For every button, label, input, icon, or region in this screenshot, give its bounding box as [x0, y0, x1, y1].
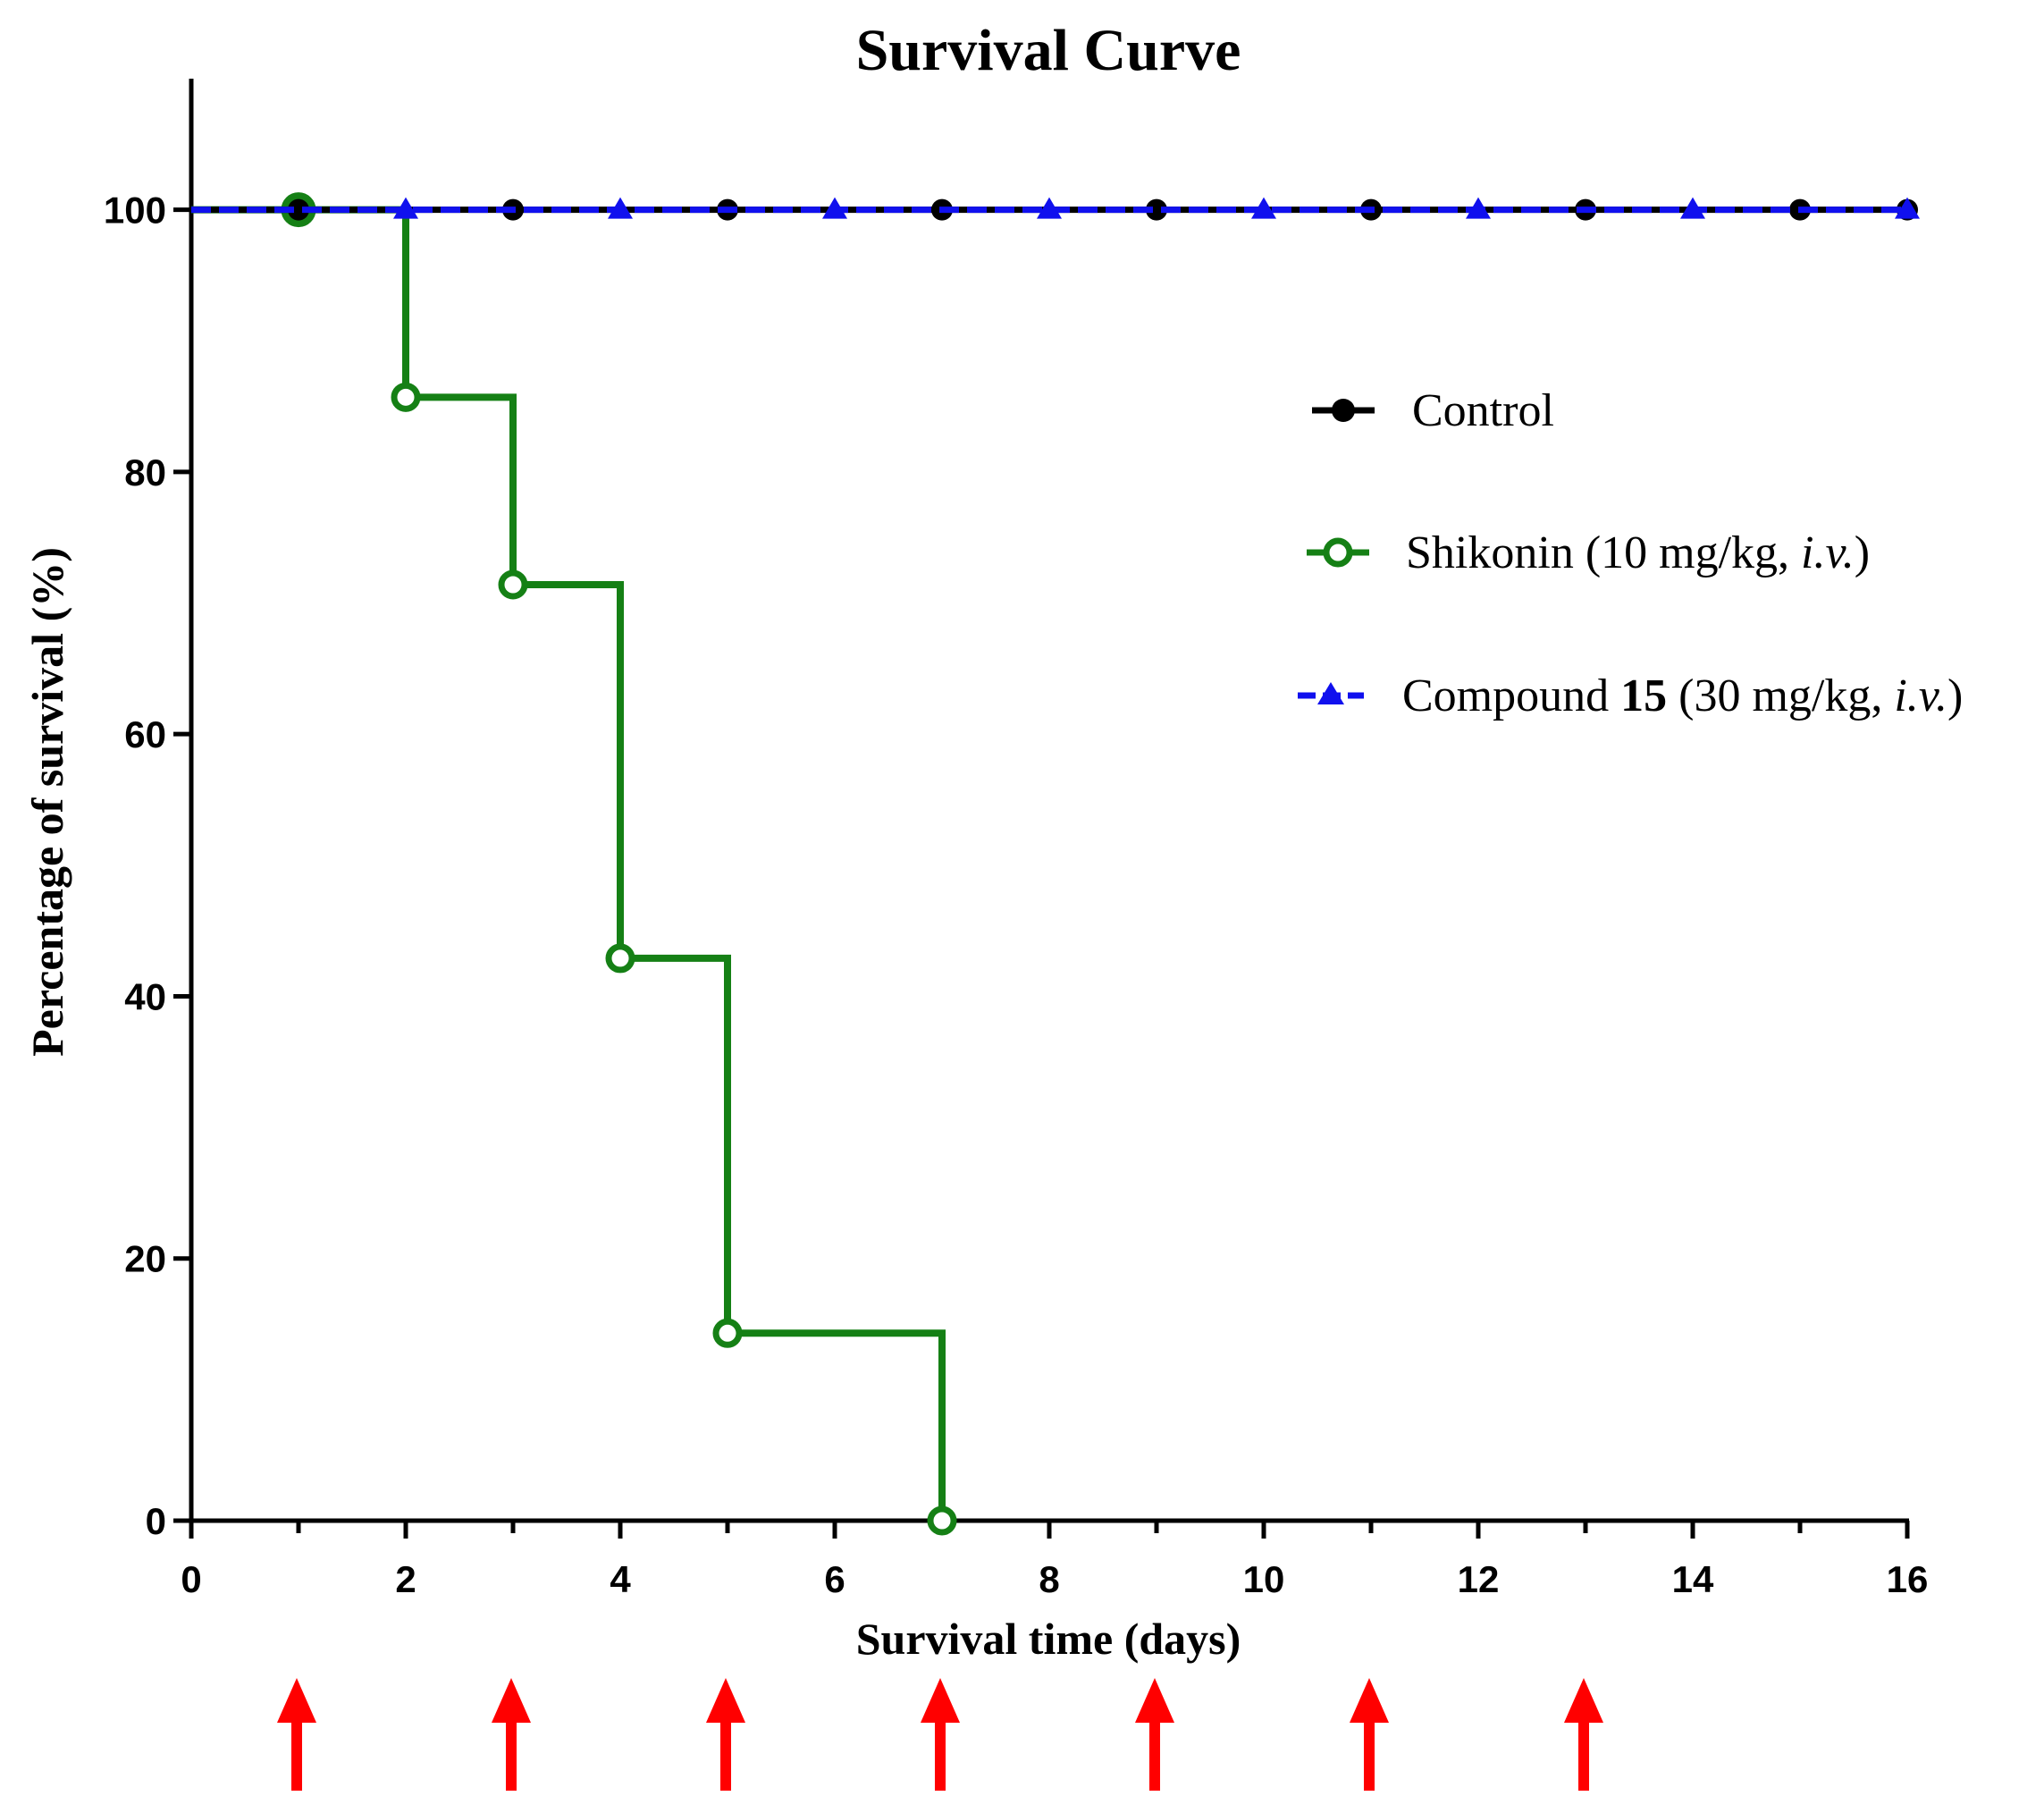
dosing-arrow-day-7: [921, 1678, 960, 1791]
legend-compound-rest: (30 mg/kg,: [1667, 670, 1894, 721]
dosing-arrow-day-13: [1564, 1678, 1603, 1791]
compound-point-day-6: [822, 197, 847, 219]
y-tick-label-0: 0: [146, 1500, 166, 1542]
shikonin-point-day-7: [927, 1505, 957, 1536]
legend-shikonin-label: Shikonin (10 mg/kg, i.v.): [1406, 527, 1870, 578]
y-tick-label-100: 100: [104, 190, 166, 232]
legend: Control Shikonin (10 mg/kg, i.v.) Compou…: [1298, 385, 1963, 721]
shikonin-point-day-3: [498, 569, 528, 600]
y-tick-label-40: 40: [124, 975, 166, 1017]
series-shikonin: [191, 192, 957, 1536]
compound-point-day-12: [1466, 197, 1491, 219]
x-tick-label-12: 12: [1458, 1558, 1500, 1600]
shikonin-point-day-2: [391, 382, 421, 412]
compound-point-day-2: [393, 197, 418, 219]
dosing-arrow-day-1: [277, 1678, 316, 1791]
dosing-arrows: [277, 1678, 1603, 1791]
shikonin-point-day-4: [605, 943, 635, 974]
series-compound: [191, 197, 1920, 219]
x-tick-label-10: 10: [1243, 1558, 1285, 1600]
y-tick-label-20: 20: [124, 1238, 166, 1280]
x-tick-label-16: 16: [1887, 1558, 1929, 1600]
legend-compound-text: Compound: [1402, 670, 1620, 721]
legend-shikonin-marker: [1323, 537, 1353, 568]
x-axis-label: Survival time (days): [856, 1614, 1241, 1664]
legend-shikonin-iv: i.v.: [1801, 527, 1855, 578]
ticks: [173, 207, 1910, 1539]
x-tick-label-4: 4: [610, 1558, 631, 1600]
legend-compound-close: ): [1947, 670, 1963, 721]
legend-compound-marker: [1317, 682, 1344, 704]
chart-title: Survival Curve: [856, 18, 1241, 83]
compound-point-day-10: [1251, 197, 1276, 219]
dosing-arrow-day-5: [706, 1678, 745, 1791]
legend-item-compound: Compound 15 (30 mg/kg, i.v.): [1298, 670, 1963, 721]
shikonin-line: [191, 206, 946, 1521]
axes: [189, 79, 1909, 1523]
dosing-arrow-day-9: [1135, 1678, 1174, 1791]
x-tick-label-8: 8: [1039, 1558, 1059, 1600]
x-tick-label-0: 0: [181, 1558, 201, 1600]
legend-control-label: Control: [1412, 385, 1554, 436]
control-point-day-9: [1146, 198, 1167, 221]
legend-control-marker: [1332, 399, 1355, 422]
legend-item-control: Control: [1312, 385, 1554, 436]
compound-point-day-16: [1895, 197, 1920, 219]
x-tick-label-2: 2: [395, 1558, 416, 1600]
compound-point-day-4: [608, 197, 633, 219]
y-axis-label: Percentage of survival (%): [22, 547, 72, 1057]
control-point-day-1: [288, 198, 309, 221]
shikonin-point-day-5: [712, 1318, 743, 1348]
dosing-arrow-day-3: [492, 1678, 531, 1791]
legend-shikonin-text: Shikonin (10 mg/kg,: [1406, 527, 1801, 578]
tick-labels: 0 2 4 6 8 10 12 14 16 0 20 40 60 80 100: [104, 190, 1928, 1600]
dosing-arrow-day-11: [1350, 1678, 1389, 1791]
legend-compound-label: Compound 15 (30 mg/kg, i.v.): [1402, 670, 1963, 721]
legend-shikonin-close: ): [1855, 527, 1870, 578]
y-tick-label-60: 60: [124, 713, 166, 755]
legend-compound-number: 15: [1620, 670, 1667, 721]
x-tick-label-14: 14: [1672, 1558, 1714, 1600]
legend-compound-iv: i.v.: [1894, 670, 1947, 721]
legend-item-shikonin: Shikonin (10 mg/kg, i.v.): [1307, 527, 1870, 578]
y-tick-label-80: 80: [124, 451, 166, 493]
compound-point-day-14: [1680, 197, 1705, 219]
x-tick-label-6: 6: [824, 1558, 845, 1600]
compound-point-day-8: [1037, 197, 1062, 219]
